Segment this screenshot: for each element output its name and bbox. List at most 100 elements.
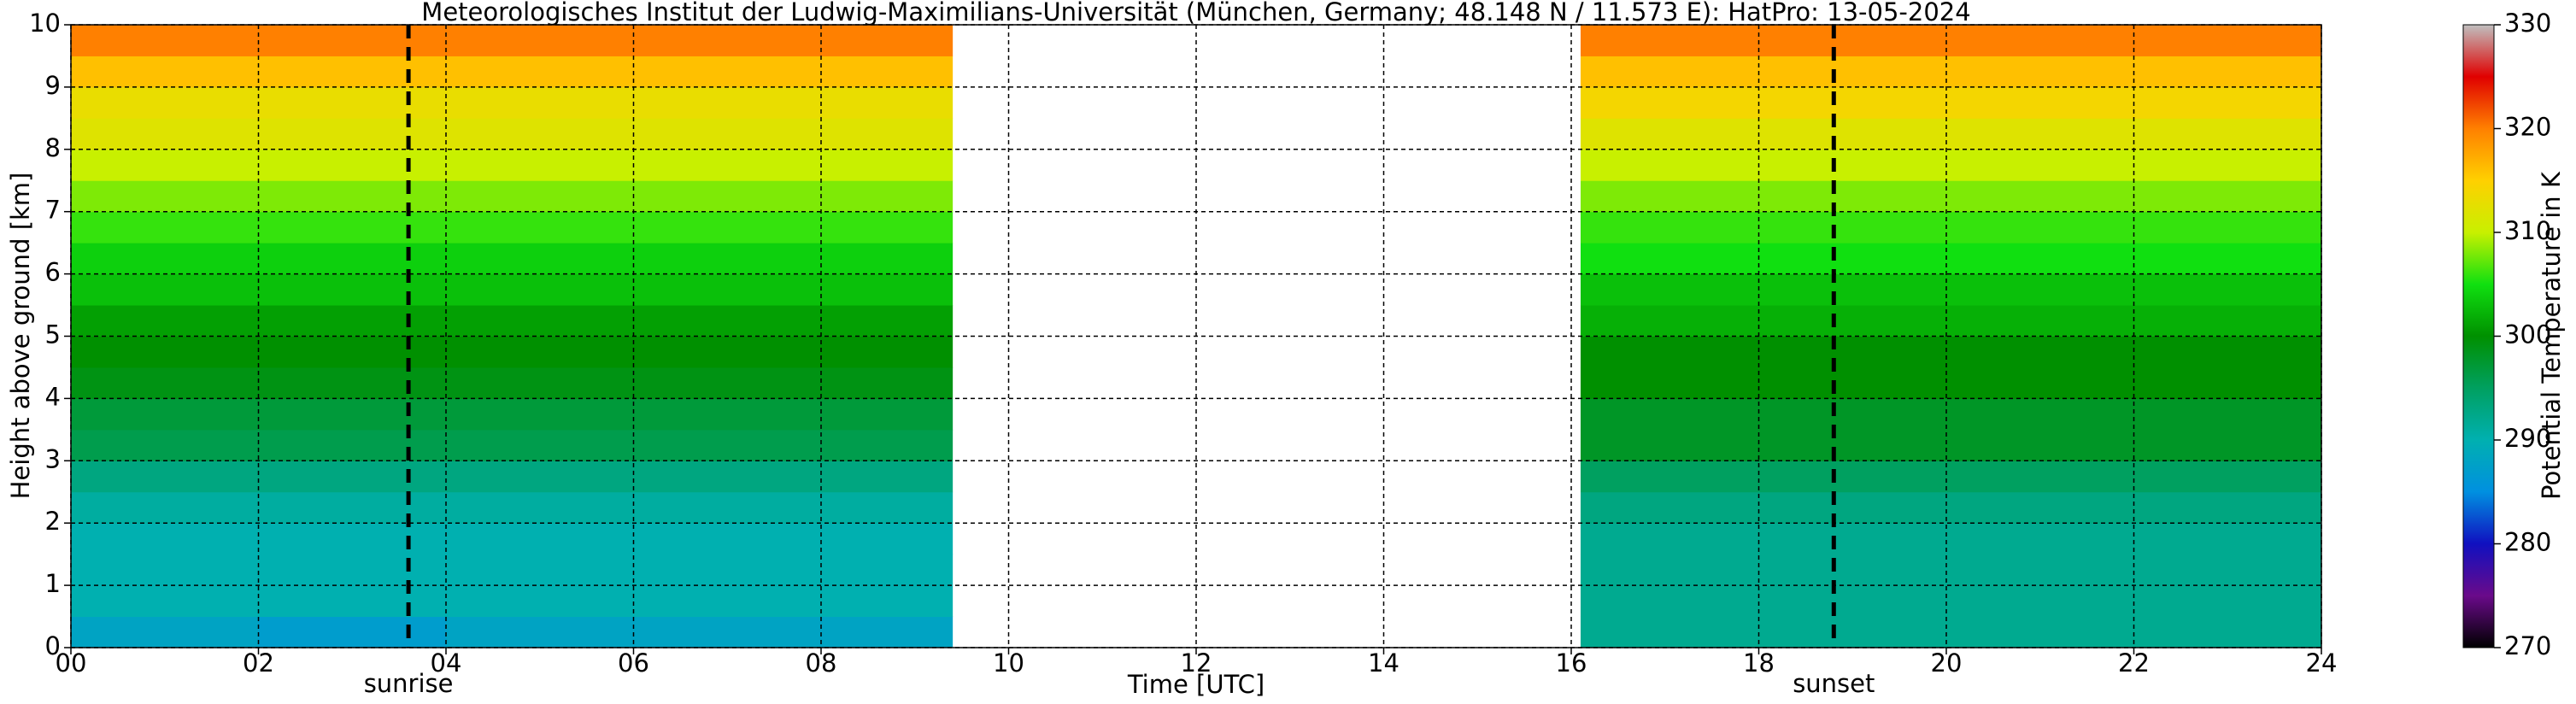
x-tick-label: 14	[1368, 648, 1399, 678]
heat-cell	[821, 554, 954, 586]
heat-cell	[71, 211, 259, 243]
heat-cell	[633, 180, 822, 213]
heat-cell	[71, 585, 259, 618]
heat-cell	[446, 149, 634, 181]
heat-cell	[71, 118, 259, 150]
heat-cell	[821, 367, 954, 399]
heat-cell	[821, 585, 954, 618]
heat-cell	[71, 398, 259, 431]
heat-cell	[1946, 523, 2134, 555]
heat-cell	[258, 56, 447, 88]
y-tick-label: 0	[45, 631, 61, 660]
heat-cell	[1758, 461, 1947, 493]
x-axis-label: Time [UTC]	[1127, 670, 1265, 699]
heat-cell	[1580, 585, 1759, 618]
plot-frame	[70, 24, 2322, 648]
heat-cell	[1946, 273, 2134, 306]
heat-cell	[633, 273, 822, 306]
heat-cell	[821, 398, 954, 431]
heat-cell	[1946, 554, 2134, 586]
heat-cell	[2133, 243, 2322, 275]
heat-cell	[1946, 429, 2134, 461]
heat-cell	[258, 585, 447, 618]
heat-cell	[1580, 211, 1759, 243]
heat-cell	[821, 461, 954, 493]
y-tick-label: 9	[45, 71, 61, 100]
heat-cell	[633, 86, 822, 119]
heat-cell	[71, 149, 259, 181]
heat-cell	[2133, 523, 2322, 555]
heat-cell	[446, 305, 634, 337]
colorbar-tick-label: 290	[2504, 424, 2551, 453]
heat-cell	[2133, 398, 2322, 431]
heat-cell	[446, 336, 634, 368]
heat-cell	[633, 25, 822, 56]
heat-cell	[633, 554, 822, 586]
heat-cell	[2133, 367, 2322, 399]
x-tick-label: 16	[1556, 648, 1587, 678]
heat-cell	[1946, 180, 2134, 213]
heat-cell	[446, 429, 634, 461]
x-tick-label: 02	[243, 648, 274, 678]
heat-cell	[446, 243, 634, 275]
heat-cell	[446, 273, 634, 306]
heat-cell	[633, 211, 822, 243]
x-tick-label: 04	[431, 648, 462, 678]
heat-cell	[633, 523, 822, 555]
heat-cell	[633, 243, 822, 275]
heat-cell	[821, 336, 954, 368]
heat-cell	[2133, 56, 2322, 88]
heat-cell	[1758, 25, 1947, 56]
heat-cell	[2133, 336, 2322, 368]
heat-cell	[71, 25, 259, 56]
heat-cell	[258, 149, 447, 181]
heat-cell	[633, 429, 822, 461]
heat-cell	[821, 118, 954, 150]
heat-cell	[1758, 585, 1947, 618]
y-tick-label: 3	[45, 444, 61, 473]
heat-cell	[1580, 243, 1759, 275]
x-tick-label: 18	[1743, 648, 1775, 678]
heat-cell	[1580, 25, 1759, 56]
heat-cell	[1758, 86, 1947, 119]
heat-cell	[821, 211, 954, 243]
heat-cell	[1946, 336, 2134, 368]
heat-cell	[2133, 585, 2322, 618]
heat-cell	[633, 305, 822, 337]
colorbar-label: Potential Temperature in K	[2537, 171, 2566, 500]
heat-cell	[446, 118, 634, 150]
heat-cell	[71, 243, 259, 275]
heat-cell	[1758, 149, 1947, 181]
heat-cell	[633, 398, 822, 431]
heat-cell	[1758, 243, 1947, 275]
heat-cell	[1946, 56, 2134, 88]
heat-cell	[2133, 554, 2322, 586]
heat-cell	[1758, 118, 1947, 150]
heat-cell	[633, 491, 822, 524]
heat-cell	[446, 180, 634, 213]
heat-cell	[1758, 429, 1947, 461]
heat-cell	[1946, 86, 2134, 119]
heat-cell	[2133, 118, 2322, 150]
heat-cell	[258, 429, 447, 461]
heat-cell	[2133, 273, 2322, 306]
heat-cell	[633, 56, 822, 88]
heat-cell	[71, 523, 259, 555]
heat-cell	[258, 305, 447, 337]
heat-cell	[633, 149, 822, 181]
heat-cell	[1580, 398, 1759, 431]
chart-title: Meteorologisches Institut der Ludwig-Max…	[421, 0, 1970, 26]
x-tick-label: 24	[2306, 648, 2338, 678]
heat-cell	[1758, 56, 1947, 88]
colorbar-tick-label: 280	[2504, 528, 2551, 557]
heat-cell	[446, 461, 634, 493]
y-tick-label: 5	[45, 320, 61, 349]
heat-cell	[1580, 429, 1759, 461]
heat-cell	[821, 25, 954, 56]
heat-cell	[821, 273, 954, 306]
heat-cell	[258, 367, 447, 399]
heat-cell	[633, 616, 822, 648]
heat-cell	[821, 149, 954, 181]
heat-cell	[821, 491, 954, 524]
